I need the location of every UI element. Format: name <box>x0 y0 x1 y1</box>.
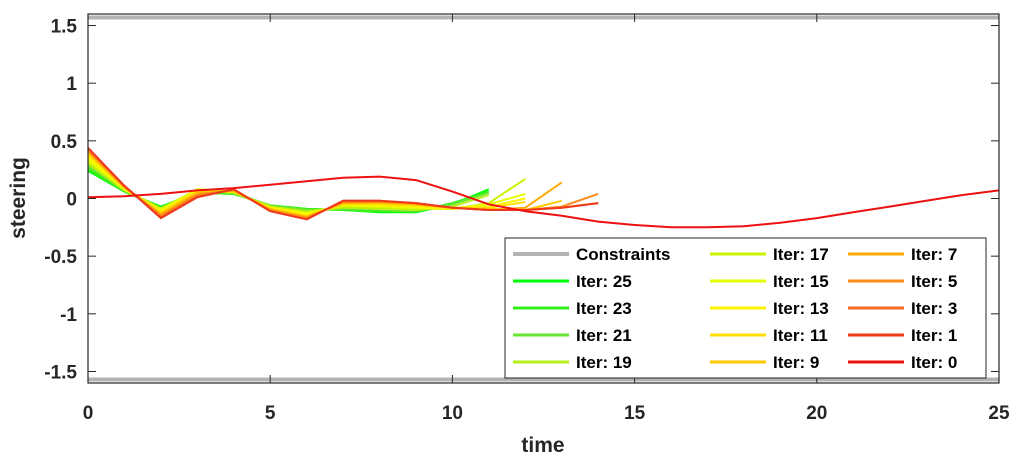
y-tick-label-5: 1 <box>66 74 77 95</box>
x-tick-label-3: 15 <box>624 403 646 424</box>
x-tick-label-4: 20 <box>806 403 827 424</box>
legend-entry-9: Iter: 9 <box>773 353 819 372</box>
legend-entry-12: Iter: 3 <box>911 299 957 318</box>
constraints-layer <box>88 15 999 382</box>
x-tick-label-2: 10 <box>442 403 463 424</box>
y-tick-label-6: 1.5 <box>51 17 78 38</box>
legend-entry-14: Iter: 0 <box>911 353 957 372</box>
y-tick-label-2: -0.5 <box>44 247 77 268</box>
legend: Constraints Iter: 25 Iter: 23 Iter: 21 Iter:… <box>504 237 987 379</box>
x-tick-label-5: 25 <box>988 403 1010 424</box>
y-tick-label-1: -1 <box>60 305 77 326</box>
legend-entry-8: Iter: 11 <box>773 326 828 345</box>
legend-entry-3: Iter: 21 <box>576 326 632 345</box>
series-line-13 <box>87 175 1000 229</box>
legend-entry-1: Iter: 25 <box>576 272 632 291</box>
y-tick-label-4: 0.5 <box>51 132 78 153</box>
y-axis-label: steering <box>7 157 30 239</box>
legend-entry-2: Iter: 23 <box>576 299 632 318</box>
legend-entry-0: Constraints <box>576 245 670 264</box>
legend-entry-7: Iter: 13 <box>773 299 829 318</box>
x-axis: 0 5 10 15 20 25 <box>83 14 1010 424</box>
y-axis: -1.5 -1 -0.5 0 0.5 1 1.5 <box>44 17 999 383</box>
legend-entry-6: Iter: 15 <box>773 272 829 291</box>
legend-entry-11: Iter: 5 <box>911 272 957 291</box>
legend-entry-4: Iter: 19 <box>576 353 632 372</box>
y-tick-label-0: -1.5 <box>44 362 77 383</box>
series-line-12 <box>87 147 599 221</box>
x-tick-label-1: 5 <box>265 403 276 424</box>
legend-entry-5: Iter: 17 <box>773 245 829 264</box>
series-layer <box>87 147 1000 229</box>
y-tick-label-3: 0 <box>66 190 77 211</box>
x-axis-label: time <box>521 434 564 457</box>
x-tick-label-0: 0 <box>83 403 94 424</box>
legend-entry-10: Iter: 7 <box>911 245 957 264</box>
legend-entry-13: Iter: 1 <box>911 326 957 345</box>
